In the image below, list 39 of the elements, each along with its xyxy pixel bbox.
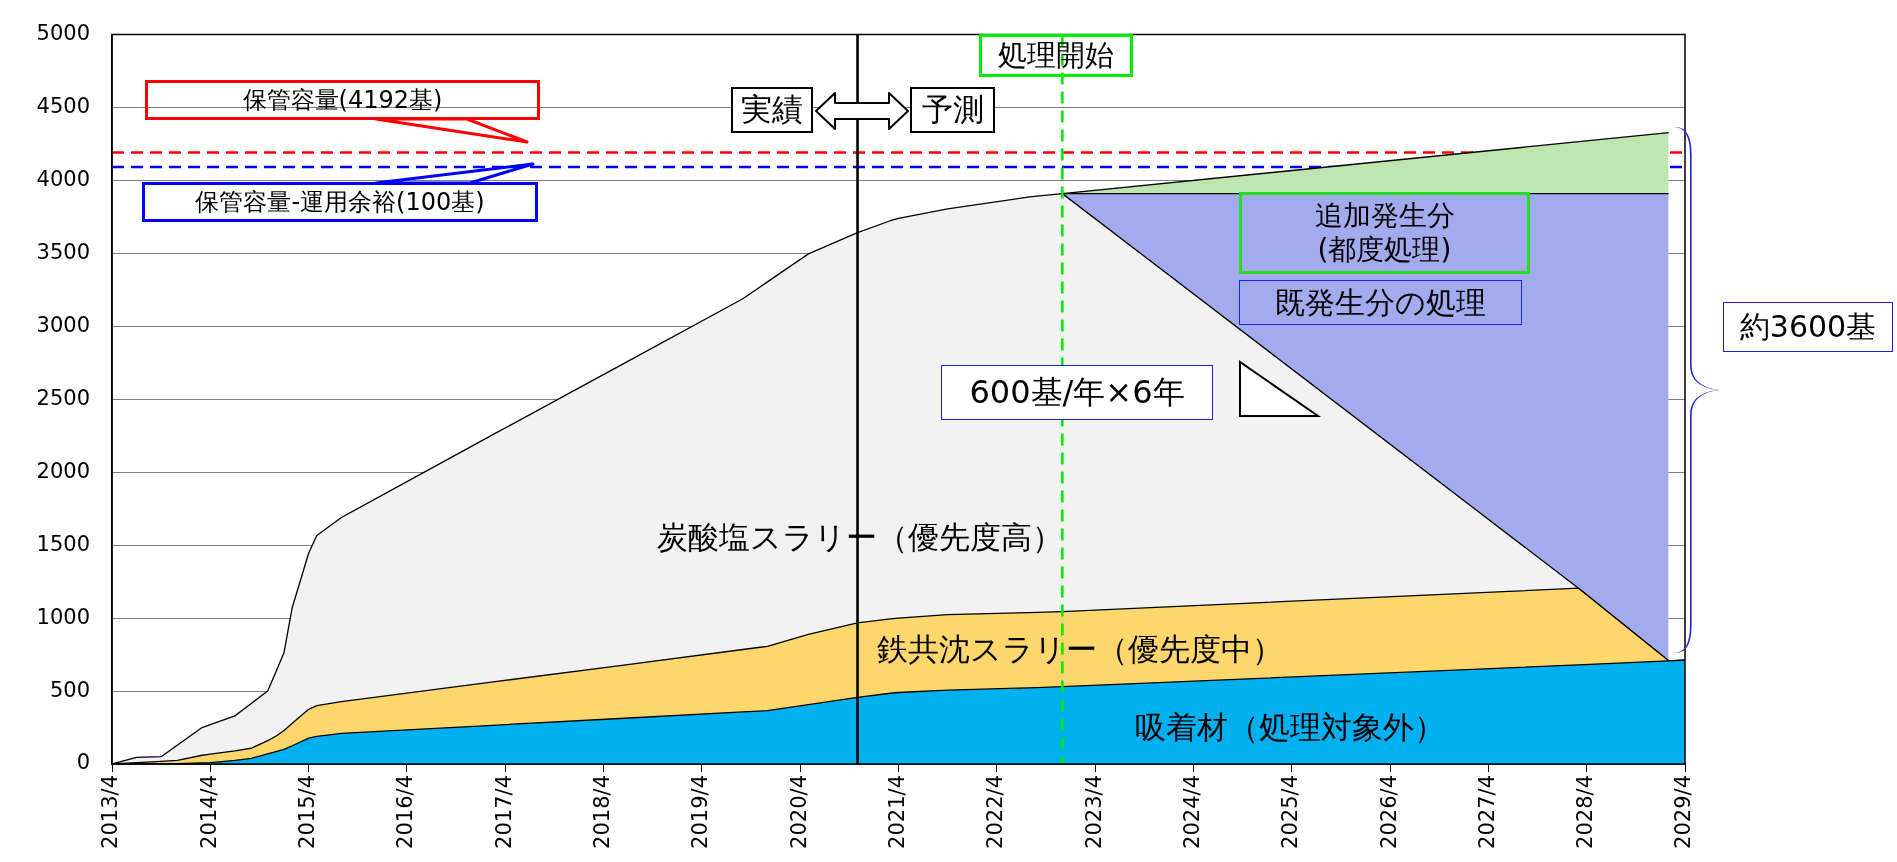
series-label: 追加発生分 (都度処理) — [1239, 192, 1530, 274]
y-tick-label: 1500 — [36, 531, 90, 556]
x-tick-label: 2021/4 — [884, 775, 909, 849]
ref-line-label: 処理開始 — [979, 34, 1133, 77]
annotation: 予測 — [910, 87, 995, 133]
y-tick-label: 3500 — [36, 239, 90, 264]
x-tick-label: 2027/4 — [1474, 775, 1499, 849]
x-tick-label: 2029/4 — [1671, 775, 1696, 849]
y-tick-label: 4000 — [36, 166, 90, 191]
y-tick-label: 4500 — [36, 93, 90, 118]
x-tick-label: 2019/4 — [688, 775, 713, 849]
y-tick-label: 3000 — [36, 312, 90, 337]
x-tick-label: 2024/4 — [1179, 775, 1204, 849]
y-tick-label: 1000 — [36, 604, 90, 629]
y-tick-label: 0 — [76, 750, 90, 775]
annotation: 実績 — [731, 87, 813, 133]
x-tick-label: 2014/4 — [196, 775, 221, 849]
x-tick-label: 2023/4 — [1081, 775, 1106, 849]
series-label: 吸着材（処理対象外） — [1134, 708, 1446, 748]
x-tick-label: 2015/4 — [295, 775, 320, 849]
x-tick-label: 2022/4 — [983, 775, 1008, 849]
x-tick-label: 2028/4 — [1573, 775, 1598, 849]
x-tick-label: 2013/4 — [98, 775, 123, 849]
y-tick-label: 5000 — [36, 21, 90, 46]
x-tick-label: 2020/4 — [786, 775, 811, 849]
y-tick-label: 500 — [49, 677, 90, 702]
x-tick-label: 2025/4 — [1278, 775, 1303, 849]
text: 約3600基 — [1723, 302, 1893, 352]
ref-line-label: 保管容量(4192基) — [145, 80, 540, 120]
x-tick-label: 2017/4 — [491, 775, 516, 849]
series-label: 鉄共沈スラリー（優先度中） — [876, 630, 1284, 670]
ref-line-label: 保管容量-運用余裕(100基) — [142, 182, 538, 222]
y-tick-label: 2000 — [36, 458, 90, 483]
x-tick-label: 2018/4 — [590, 775, 615, 849]
y-tick-label: 2500 — [36, 385, 90, 410]
annotation: 600基/年×6年 — [941, 365, 1213, 420]
x-tick-label: 2016/4 — [393, 775, 418, 849]
series-label: 既発生分の処理 — [1239, 280, 1522, 325]
x-tick-label: 2026/4 — [1376, 775, 1401, 849]
